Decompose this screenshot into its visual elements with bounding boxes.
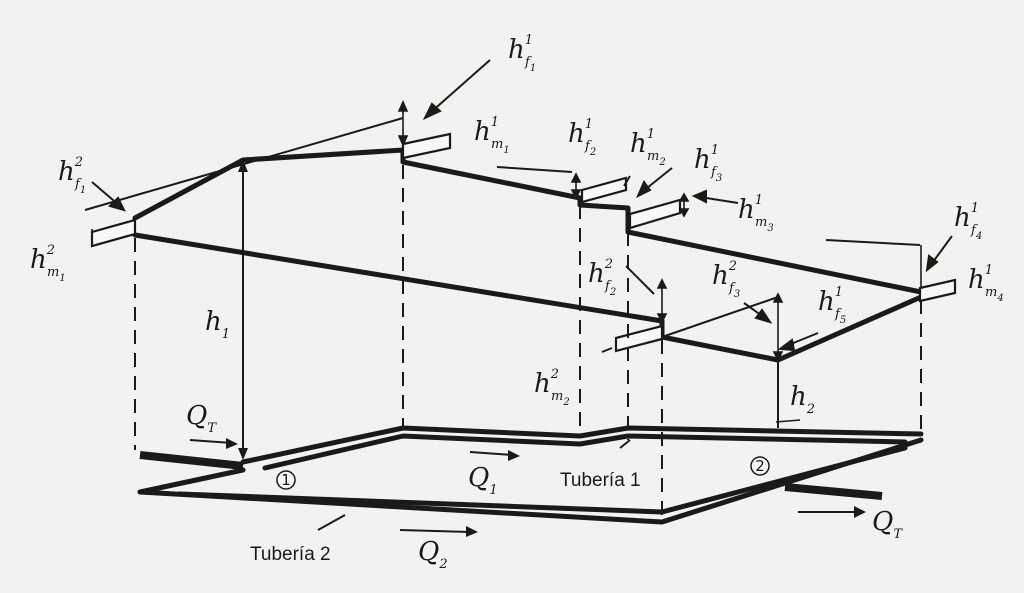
label-q2: Q2	[418, 537, 448, 572]
pipe-1-inner	[262, 433, 908, 471]
flow-arrow-qt-out	[798, 506, 866, 518]
energy-line-pipe-1	[132, 147, 924, 295]
label-hm2-2: h2 m2	[534, 367, 570, 408]
label-hf4-1: h1 f4	[954, 201, 982, 242]
h1-arrow-top	[238, 160, 248, 172]
pipe-2-lower	[137, 437, 924, 525]
pipe-stub-hm3-1	[628, 198, 682, 230]
node-2: 2	[750, 456, 770, 476]
label-h1: h1	[205, 307, 230, 342]
label-hm1-2: h2 m1	[30, 243, 66, 284]
label-hm1-1: h1 m1	[474, 115, 510, 156]
pipe-stub-hm2-1	[580, 176, 628, 204]
h1-arrow-bottom	[238, 448, 248, 460]
flow-arrow-q2	[399, 526, 478, 537]
pipe-2-network	[137, 467, 246, 495]
label-hf1-2: h2 f1	[58, 155, 86, 196]
pipe-stub-hm1-1	[401, 132, 452, 160]
label-hm2-1: h1 m2	[630, 127, 666, 168]
node-1: 1	[276, 470, 296, 490]
label-hf3-1: h1 f3	[694, 143, 722, 184]
label-hm3-1: h1 m3	[738, 193, 774, 234]
label-hm4-1: h1 m4	[968, 263, 1004, 304]
label-hf2-2: h2 f2	[588, 257, 616, 298]
pointer-arrows	[91, 59, 953, 531]
inlet-pipe	[139, 451, 244, 470]
label-q1: Q1	[468, 463, 498, 498]
label-hf5-1: h1 f5	[818, 285, 846, 326]
head-loss-markers	[91, 100, 922, 423]
head-labels: h1 f1 h2 f1 h2 m1 h1 m1 h1 f2 h1 m2 h1 f3 h1 m3 h1 f4 h1 m4…	[30, 33, 1004, 572]
energy-line-pipe-2	[132, 232, 924, 363]
label-hf2-1: h1 f2	[568, 117, 596, 158]
reference-line-pipe-2	[661, 296, 779, 338]
outlet-pipe	[784, 483, 883, 500]
tuberia-2-label: Tubería 2	[250, 544, 331, 565]
pipe-stub-hm2-2	[614, 324, 664, 353]
label-qt-out: QT	[872, 507, 903, 542]
label-hf3-2: h2 f3	[712, 259, 740, 300]
node-1-label: 1	[281, 471, 291, 489]
pipe-1-network	[240, 425, 924, 465]
label-h2: h2	[790, 382, 815, 417]
flow-arrow-q1	[469, 450, 520, 461]
tuberia-1-label: Tubería 1	[560, 470, 641, 491]
label-qt-in: QT	[186, 401, 217, 436]
pipe-stub-hm4-1	[918, 278, 957, 303]
node-2-label: 2	[755, 457, 765, 475]
pipe-2-lower-inner	[177, 445, 908, 515]
flow-arrow-qt-in	[189, 438, 238, 449]
label-hf1-1: h1 f1	[508, 33, 536, 74]
pipe-stub-hm1-2	[90, 218, 137, 248]
energy-line-pipe-1-end	[627, 231, 922, 293]
